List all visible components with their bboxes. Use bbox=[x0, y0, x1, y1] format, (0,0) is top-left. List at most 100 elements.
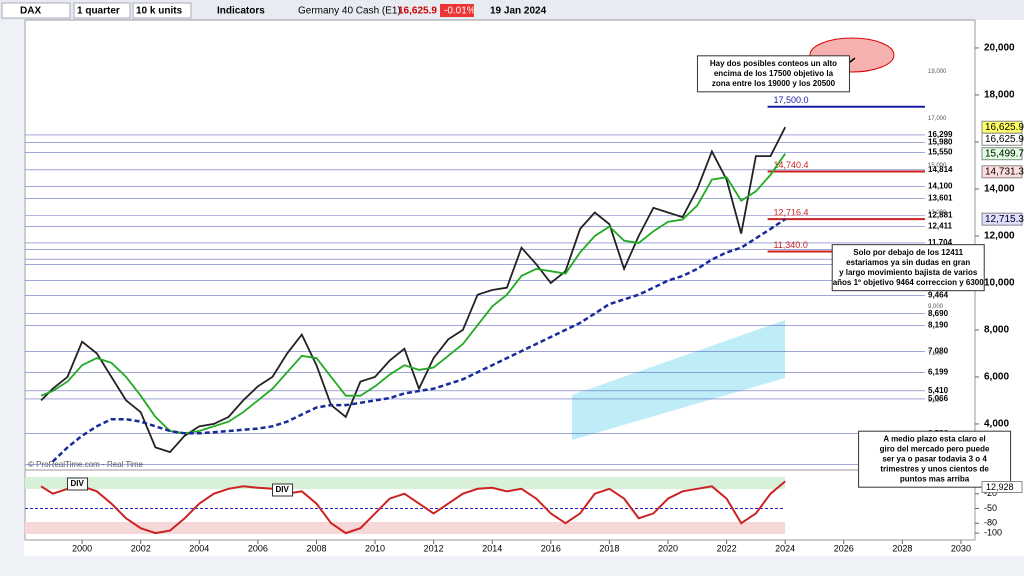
change-bg bbox=[440, 4, 474, 17]
div-box bbox=[272, 483, 294, 497]
symbol-box[interactable] bbox=[1, 2, 71, 19]
x-tick-label: 2024 bbox=[775, 543, 795, 553]
level-label: 16,299 bbox=[928, 130, 953, 139]
bottom-bar bbox=[0, 556, 1024, 576]
level-label: 15,550 bbox=[928, 148, 953, 157]
key-level-label: 11,340.0 bbox=[773, 240, 807, 250]
units-box[interactable] bbox=[132, 2, 192, 19]
key-level-label: 17,500.0 bbox=[773, 95, 808, 105]
x-tick-label: 2006 bbox=[248, 543, 268, 553]
x-tick-label: 2008 bbox=[306, 543, 326, 553]
level-label: 5,410 bbox=[928, 386, 949, 395]
y-tick-label: 8,000 bbox=[984, 325, 1009, 336]
ind-badge bbox=[981, 481, 1023, 494]
annotation-text: encima de los 17500 objetivo la bbox=[714, 69, 834, 78]
toolbar-bg bbox=[0, 0, 1024, 20]
y-tick-label: 20,000 bbox=[984, 43, 1015, 54]
change: -0.01% bbox=[444, 6, 476, 17]
ind-line bbox=[40, 480, 786, 535]
annotation-box bbox=[831, 244, 985, 292]
level-label: 5,066 bbox=[928, 394, 949, 403]
series-ma bbox=[40, 153, 786, 435]
level-label: 12,411 bbox=[928, 221, 953, 230]
y-tick-label: 4,000 bbox=[984, 419, 1009, 430]
y-tick-label: 14,000 bbox=[984, 184, 1015, 195]
annotation-text: zona entre los 19000 y los 20500 bbox=[712, 79, 836, 88]
annotation-box bbox=[858, 430, 1012, 488]
x-tick-label: 2022 bbox=[717, 543, 737, 553]
div-label: DIV bbox=[276, 485, 290, 494]
left-tools bbox=[0, 20, 24, 556]
y-tick-label: 12,000 bbox=[984, 231, 1015, 242]
annotation-text: años 1º objetivo 9464 correccion y 6300 bbox=[833, 278, 985, 287]
badge bbox=[981, 165, 1023, 179]
level-label: 8,690 bbox=[928, 309, 949, 318]
ind-tick-label: -100 bbox=[984, 527, 1002, 537]
ind-tick-label: -80 bbox=[984, 518, 997, 528]
badge-label: 16,625.9 bbox=[985, 134, 1024, 145]
level-label: 13,601 bbox=[928, 193, 953, 202]
minor-tick-label: 15,000 bbox=[928, 163, 947, 169]
x-tick-label: 2016 bbox=[541, 543, 561, 553]
annotation-text: puntos mas arriba bbox=[900, 474, 970, 483]
units[interactable]: 10 k units bbox=[136, 6, 183, 17]
x-tick-label: 2010 bbox=[365, 543, 385, 553]
x-tick-label: 2012 bbox=[424, 543, 444, 553]
annotation-text: trimestres y unos cientos de bbox=[880, 464, 989, 473]
series-price bbox=[40, 126, 787, 454]
x-tick-label: 2020 bbox=[658, 543, 678, 553]
ind-zone-top bbox=[25, 477, 785, 489]
minor-tick-label: 5,000 bbox=[928, 398, 944, 404]
badge-label: 16,625.9 bbox=[985, 122, 1024, 133]
y-tick-label: 6,000 bbox=[984, 372, 1009, 383]
badge-label: 15,499.7 bbox=[985, 148, 1024, 159]
x-tick-label: 2028 bbox=[892, 543, 912, 553]
annotation-text: giro del mercado pero puede bbox=[880, 444, 990, 453]
minor-tick-label: 13,000 bbox=[928, 210, 947, 216]
minor-tick-label: 19,000 bbox=[928, 69, 947, 75]
ind-tick-label: -50 bbox=[984, 503, 997, 513]
badge bbox=[981, 132, 1023, 146]
series-ma-long bbox=[51, 218, 786, 463]
y-tick-label: 18,000 bbox=[984, 90, 1015, 101]
annotation-text: ser ya o pasar todavia 3 o 4 bbox=[882, 454, 987, 463]
badge bbox=[981, 147, 1023, 161]
period[interactable]: 1 quarter bbox=[77, 6, 120, 17]
annotation-text: A medio plazo esta claro el bbox=[883, 434, 985, 443]
x-tick-label: 2030 bbox=[951, 543, 971, 553]
minor-tick-label: 7,000 bbox=[928, 351, 944, 357]
annotation-box bbox=[696, 55, 850, 93]
div-box bbox=[66, 477, 88, 491]
level-label: 7,080 bbox=[928, 347, 949, 356]
symbol[interactable]: DAX bbox=[20, 6, 41, 17]
indicators[interactable]: Indicators bbox=[217, 6, 265, 17]
price: 16,625.9 bbox=[398, 6, 437, 17]
x-tick-label: 2026 bbox=[834, 543, 854, 553]
ind-badge-label: 12,928 bbox=[986, 482, 1014, 492]
x-tick-label: 2004 bbox=[189, 543, 209, 553]
annotation-text: estariamos ya sin dudas en gran bbox=[846, 258, 970, 267]
annotation-text: y largo movimiento bajista de varios bbox=[839, 268, 978, 277]
level-label: 11,704 bbox=[928, 238, 953, 247]
minor-tick-label: 17,000 bbox=[928, 116, 947, 122]
level-label: 14,814 bbox=[928, 165, 953, 174]
ind-tick-label: -20 bbox=[984, 488, 997, 498]
key-level-label: 14,740.4 bbox=[773, 160, 808, 170]
badge bbox=[981, 212, 1023, 226]
date: 19 Jan 2024 bbox=[490, 6, 547, 17]
y-tick-label: 10,000 bbox=[984, 278, 1015, 289]
level-label: 15,980 bbox=[928, 138, 953, 147]
level-label: 12,881 bbox=[928, 210, 953, 219]
div-label: DIV bbox=[70, 479, 84, 488]
x-tick-label: 2014 bbox=[482, 543, 502, 553]
level-label: 14,100 bbox=[928, 182, 953, 191]
level-label: 9,464 bbox=[928, 291, 949, 300]
ind-zone-bottom bbox=[25, 522, 785, 534]
period-box[interactable] bbox=[73, 2, 131, 19]
x-tick-label: 2018 bbox=[599, 543, 619, 553]
badge-label: 12,715.3 bbox=[985, 214, 1024, 225]
annotation-text: Hay dos posibles conteos un alto bbox=[710, 59, 837, 68]
x-tick-label: 2000 bbox=[72, 543, 92, 553]
